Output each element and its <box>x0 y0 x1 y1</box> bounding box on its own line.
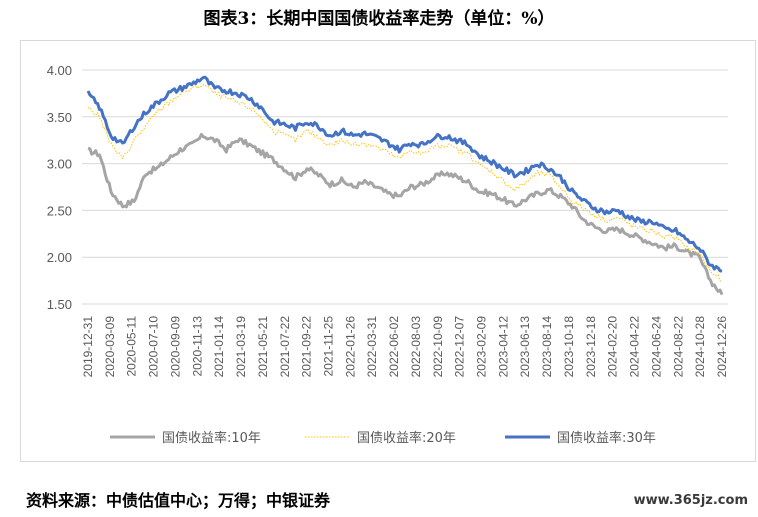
series-lines <box>86 75 724 296</box>
source-note: 资料来源：中债估值中心；万得；中银证券 <box>26 491 331 510</box>
chart-frame <box>20 40 756 462</box>
grid-lines <box>82 69 728 305</box>
y-tick-label: 3.00 <box>47 157 72 172</box>
chart-title: 图表3：长期中国国债收益率走势（单位：%） <box>203 9 555 29</box>
series-line <box>87 132 724 296</box>
line-chart: 4.00 3.50 3.00 2.50 2.00 1.50 2019-12-31 2020-0… <box>47 63 729 446</box>
legend: 国债收益率:10年 国债收益率:20年 国债收益率:30年 <box>110 430 656 446</box>
x-tick-label: 2023-08-14 <box>540 316 554 378</box>
x-tick-label: 2020-07-10 <box>147 316 161 378</box>
y-tick-label: 4.00 <box>47 63 72 78</box>
x-tick-label: 2023-04-12 <box>496 316 510 378</box>
legend-label: 国债收益率:30年 <box>557 430 656 446</box>
x-tick-label: 2023-06-13 <box>518 316 532 378</box>
y-tick-label: 2.00 <box>47 250 72 265</box>
x-tick-label: 2020-03-09 <box>103 316 117 378</box>
x-tick-label: 2024-08-22 <box>671 316 685 378</box>
x-tick-label: 2021-09-22 <box>300 316 314 378</box>
watermark: www.365jz.com <box>633 493 748 508</box>
x-tick-label: 2022-06-02 <box>387 316 401 378</box>
x-tick-label: 2020-05-11 <box>125 316 139 377</box>
x-tick-label: 2021-05-21 <box>256 316 270 378</box>
x-tick-label: 2021-11-25 <box>321 316 335 377</box>
x-tick-label: 2021-07-22 <box>278 316 292 378</box>
y-tick-label: 1.50 <box>47 297 72 312</box>
series-line <box>86 75 723 273</box>
x-tick-label: 2024-06-24 <box>649 316 663 378</box>
x-tick-label: 2024-02-20 <box>606 316 620 378</box>
x-tick-label: 2024-12-26 <box>715 316 729 378</box>
y-tick-label: 3.50 <box>47 110 72 125</box>
x-tick-label: 2024-10-28 <box>693 316 707 378</box>
legend-label: 国债收益率:10年 <box>162 430 261 446</box>
x-tick-label: 2022-12-07 <box>453 316 467 378</box>
x-tick-label: 2023-10-18 <box>562 316 576 378</box>
x-tick-label: 2022-01-26 <box>343 316 357 378</box>
x-tick-label: 2023-02-09 <box>475 316 489 378</box>
x-tick-label: 2019-12-31 <box>81 316 95 378</box>
legend-label: 国债收益率:20年 <box>357 430 456 446</box>
x-tick-label: 2022-10-09 <box>431 316 445 378</box>
axis-labels: 4.00 3.50 3.00 2.50 2.00 1.50 2019-12-31 2020-0… <box>47 63 729 377</box>
x-tick-label: 2022-08-03 <box>409 316 423 378</box>
x-tick-label: 2022-03-31 <box>365 316 379 378</box>
x-tick-label: 2023-12-18 <box>584 316 598 378</box>
y-tick-label: 2.50 <box>47 203 72 218</box>
x-tick-label: 2021-01-14 <box>212 316 226 378</box>
x-tick-label: 2024-04-22 <box>628 316 642 378</box>
x-tick-label: 2021-03-19 <box>234 316 248 378</box>
x-tick-label: 2020-11-13 <box>190 316 204 377</box>
x-tick-label: 2020-09-09 <box>168 316 182 378</box>
series-line <box>87 84 723 282</box>
